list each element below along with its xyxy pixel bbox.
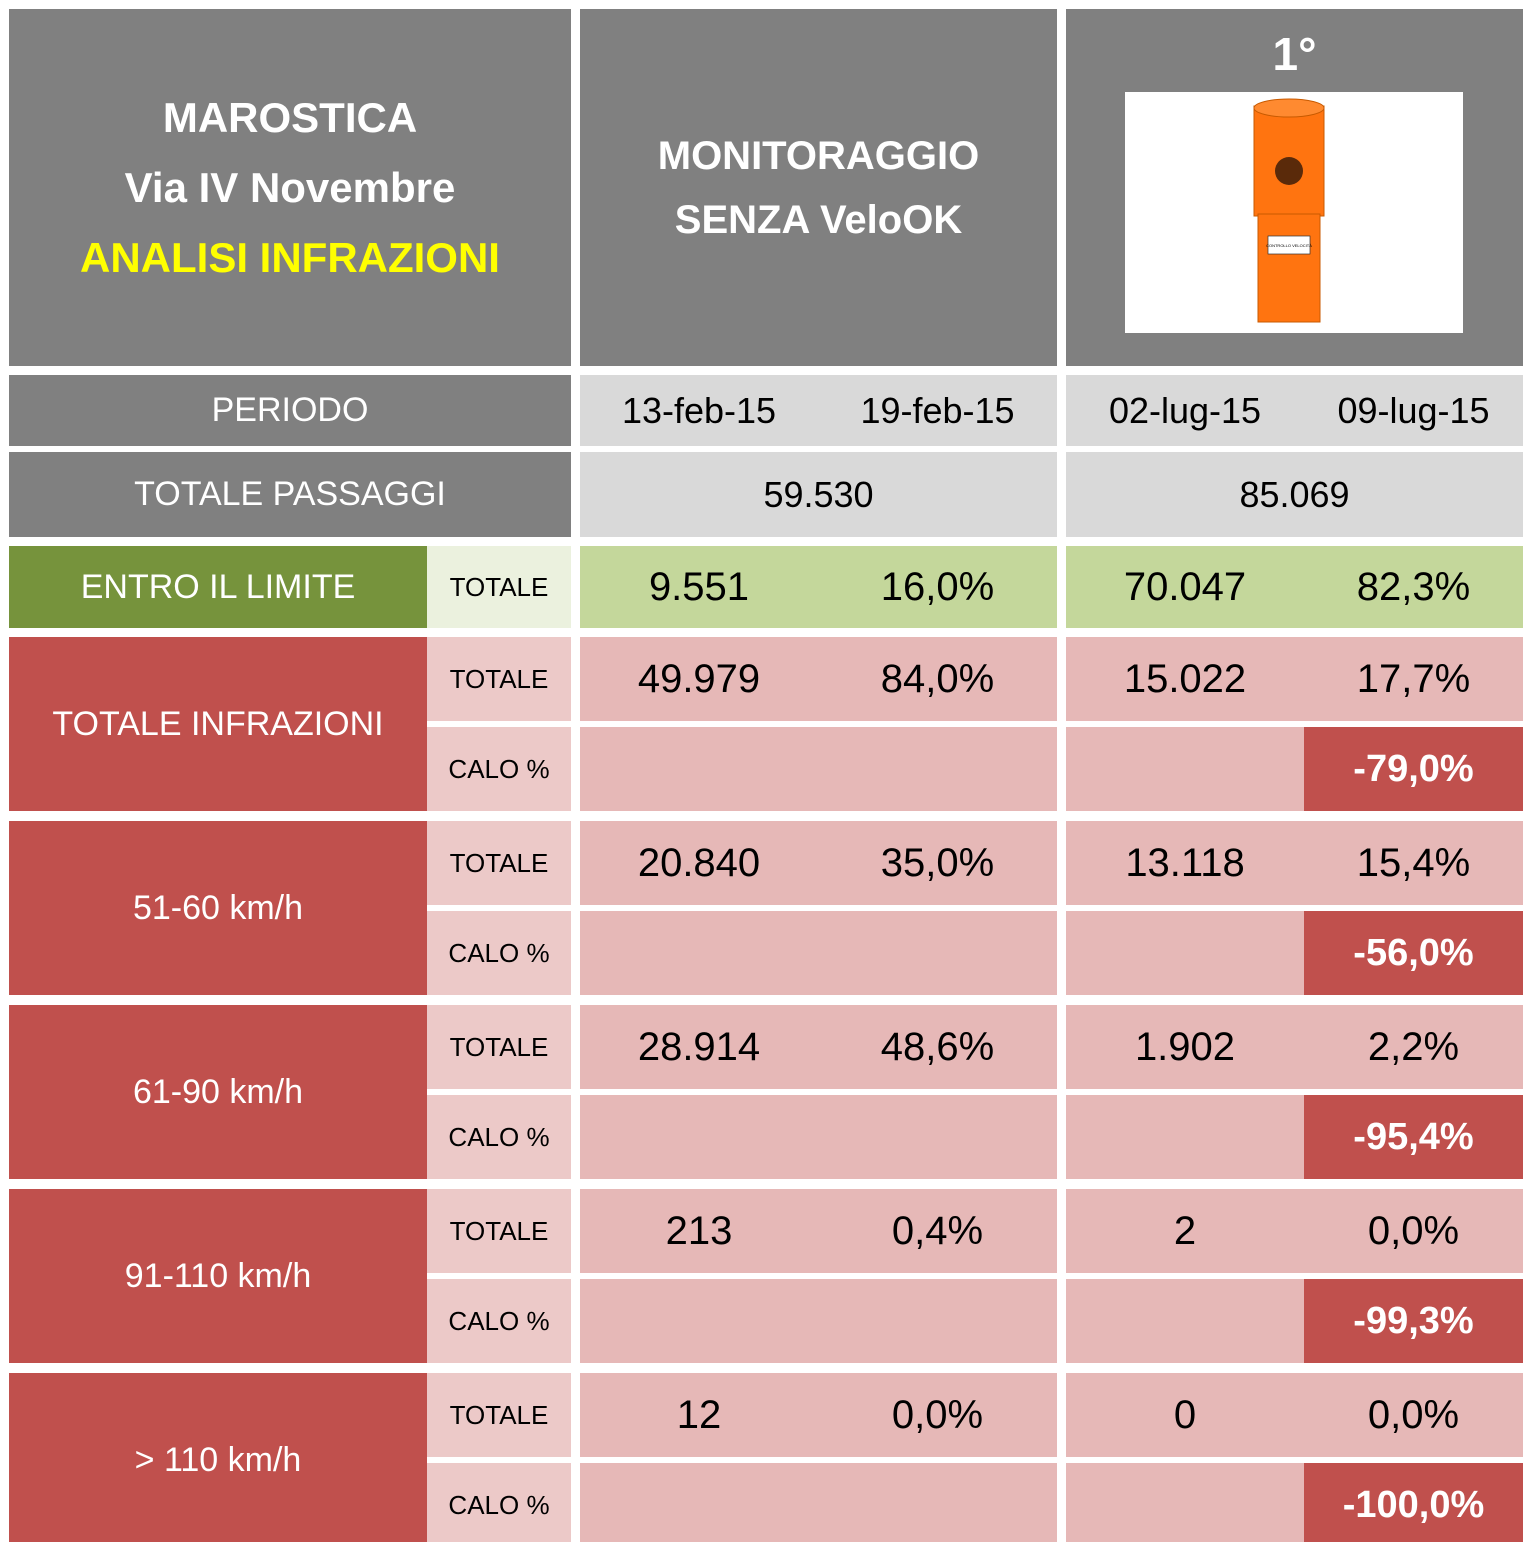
sub-label: TOTALE xyxy=(427,637,571,721)
value-cell: 0,0% xyxy=(1304,1189,1523,1273)
empty-cell xyxy=(1066,727,1304,811)
empty-cell xyxy=(1066,1279,1304,1363)
device-image: CONTROLLO VELOCITÀ xyxy=(1125,92,1463,333)
value-cell: 48,6% xyxy=(818,1005,1057,1089)
value-cell: 0 xyxy=(1066,1373,1304,1457)
rank-cell: 1° CONTROLLO VELOCITÀ xyxy=(1066,9,1523,366)
group-label: TOTALE INFRAZIONI xyxy=(9,637,427,811)
period-date: 09-lug-15 xyxy=(1304,375,1523,446)
period-date: 02-lug-15 xyxy=(1066,375,1304,446)
empty-cell xyxy=(1066,911,1304,995)
period-date: 19-feb-15 xyxy=(818,375,1057,446)
value-cell: 82,3% xyxy=(1304,546,1523,628)
value-cell: 70.047 xyxy=(1066,546,1304,628)
sub-label: TOTALE xyxy=(427,1005,571,1089)
value-cell: 9.551 xyxy=(580,546,818,628)
value-cell: 15.022 xyxy=(1066,637,1304,721)
value-cell: 0,0% xyxy=(1304,1373,1523,1457)
sub-label: TOTALE xyxy=(427,1189,571,1273)
calo-value: -99,3% xyxy=(1304,1279,1523,1363)
sub-label: TOTALE xyxy=(427,1373,571,1457)
value-cell: 13.118 xyxy=(1066,821,1304,905)
monitoring-cell: MONITORAGGIO SENZA VeloOK xyxy=(580,9,1057,366)
value-cell: 1.902 xyxy=(1066,1005,1304,1089)
empty-cell xyxy=(580,1095,1057,1179)
row-label: PERIODO xyxy=(9,375,571,446)
period-date: 13-feb-15 xyxy=(580,375,818,446)
group-label: 61-90 km/h xyxy=(9,1005,427,1179)
row-label: ENTRO IL LIMITE xyxy=(9,546,427,628)
value-cell: 84,0% xyxy=(818,637,1057,721)
value-cell: 35,0% xyxy=(818,821,1057,905)
group-label: 51-60 km/h xyxy=(9,821,427,995)
sub-label: CALO % xyxy=(427,1279,571,1363)
title-cell: MAROSTICA Via IV Novembre ANALISI INFRAZ… xyxy=(9,9,571,366)
calo-value: -100,0% xyxy=(1304,1463,1523,1542)
value-cell: 16,0% xyxy=(818,546,1057,628)
empty-cell xyxy=(1066,1463,1304,1542)
monitoring-line: SENZA VeloOK xyxy=(674,197,963,242)
value-cell: 12 xyxy=(580,1373,818,1457)
value-cell: 20.840 xyxy=(580,821,818,905)
empty-cell xyxy=(580,727,1057,811)
value-cell: 213 xyxy=(580,1189,818,1273)
title-line: ANALISI INFRAZIONI xyxy=(80,233,500,281)
value-cell: 28.914 xyxy=(580,1005,818,1089)
group-label: > 110 km/h xyxy=(9,1373,427,1542)
empty-cell xyxy=(1066,1095,1304,1179)
gap xyxy=(1057,375,1066,446)
empty-cell xyxy=(580,911,1057,995)
value-cell: 0,4% xyxy=(818,1189,1057,1273)
sub-label: CALO % xyxy=(427,727,571,811)
value-cell: 2,2% xyxy=(1304,1005,1523,1089)
row-label: TOTALE PASSAGGI xyxy=(9,452,571,537)
value-cell: 15,4% xyxy=(1304,821,1523,905)
value-cell: 49.979 xyxy=(580,637,818,721)
device-label: CONTROLLO VELOCITÀ xyxy=(1266,243,1312,248)
value-cell: 2 xyxy=(1066,1189,1304,1273)
sub-label: CALO % xyxy=(427,1463,571,1542)
total-value: 59.530 xyxy=(580,452,1057,537)
rank: 1° xyxy=(1272,28,1317,80)
empty-cell xyxy=(580,1463,1057,1542)
sub-label: CALO % xyxy=(427,911,571,995)
group-label: 91-110 km/h xyxy=(9,1189,427,1363)
title-line: MAROSTICA xyxy=(162,93,418,141)
calo-value: -79,0% xyxy=(1304,727,1523,811)
calo-value: -95,4% xyxy=(1304,1095,1523,1179)
total-value: 85.069 xyxy=(1066,452,1523,537)
empty-cell xyxy=(580,1279,1057,1363)
sub-label: TOTALE xyxy=(427,821,571,905)
monitoring-line: MONITORAGGIO xyxy=(657,133,980,178)
sub-label: CALO % xyxy=(427,1095,571,1179)
title-line: Via IV Novembre xyxy=(124,163,456,211)
sub-label: TOTALE xyxy=(427,546,571,628)
value-cell: 0,0% xyxy=(818,1373,1057,1457)
value-cell: 17,7% xyxy=(1304,637,1523,721)
calo-value: -56,0% xyxy=(1304,911,1523,995)
